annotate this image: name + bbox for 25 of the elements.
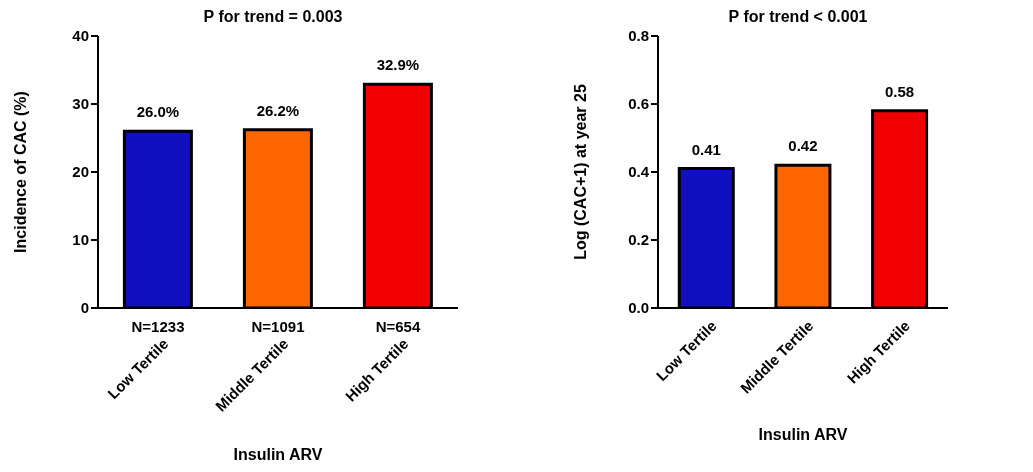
text: N=1233 xyxy=(131,318,185,335)
y-tick-label: 0.2 xyxy=(628,231,649,249)
y-tick-label: 0.6 xyxy=(628,95,649,113)
data-label: 26.0% xyxy=(136,103,180,121)
x-axis-title: Insulin ARV xyxy=(757,426,849,444)
data-label: 32.9% xyxy=(376,56,420,74)
text: N=654 xyxy=(375,318,421,335)
x-axis-title: Insulin ARV xyxy=(232,446,324,464)
y-tick-label: 20 xyxy=(72,163,89,181)
y-tick-label: 0.4 xyxy=(628,163,650,181)
y-axis-title: Log (CAC+1) at year 25 xyxy=(571,84,589,260)
y-tick-label: 40 xyxy=(72,27,89,45)
y-tick-label: 0.0 xyxy=(628,299,649,317)
data-label: 0.58 xyxy=(885,82,915,100)
chart-title: P for trend < 0.001 xyxy=(727,8,869,26)
y-axis-title: Incidence of CAC (%) xyxy=(11,91,29,253)
text: N=1091 xyxy=(251,318,305,335)
data-label: 0.42 xyxy=(788,137,818,155)
y-tick-label: 10 xyxy=(72,231,89,249)
y-tick-label: 0 xyxy=(80,299,89,317)
chart-title: P for trend = 0.003 xyxy=(202,8,344,26)
data-label: 0.41 xyxy=(691,140,721,158)
data-label: 26.2% xyxy=(256,101,300,119)
y-tick-label: 30 xyxy=(72,95,89,113)
y-tick-label: 0.8 xyxy=(628,27,649,45)
